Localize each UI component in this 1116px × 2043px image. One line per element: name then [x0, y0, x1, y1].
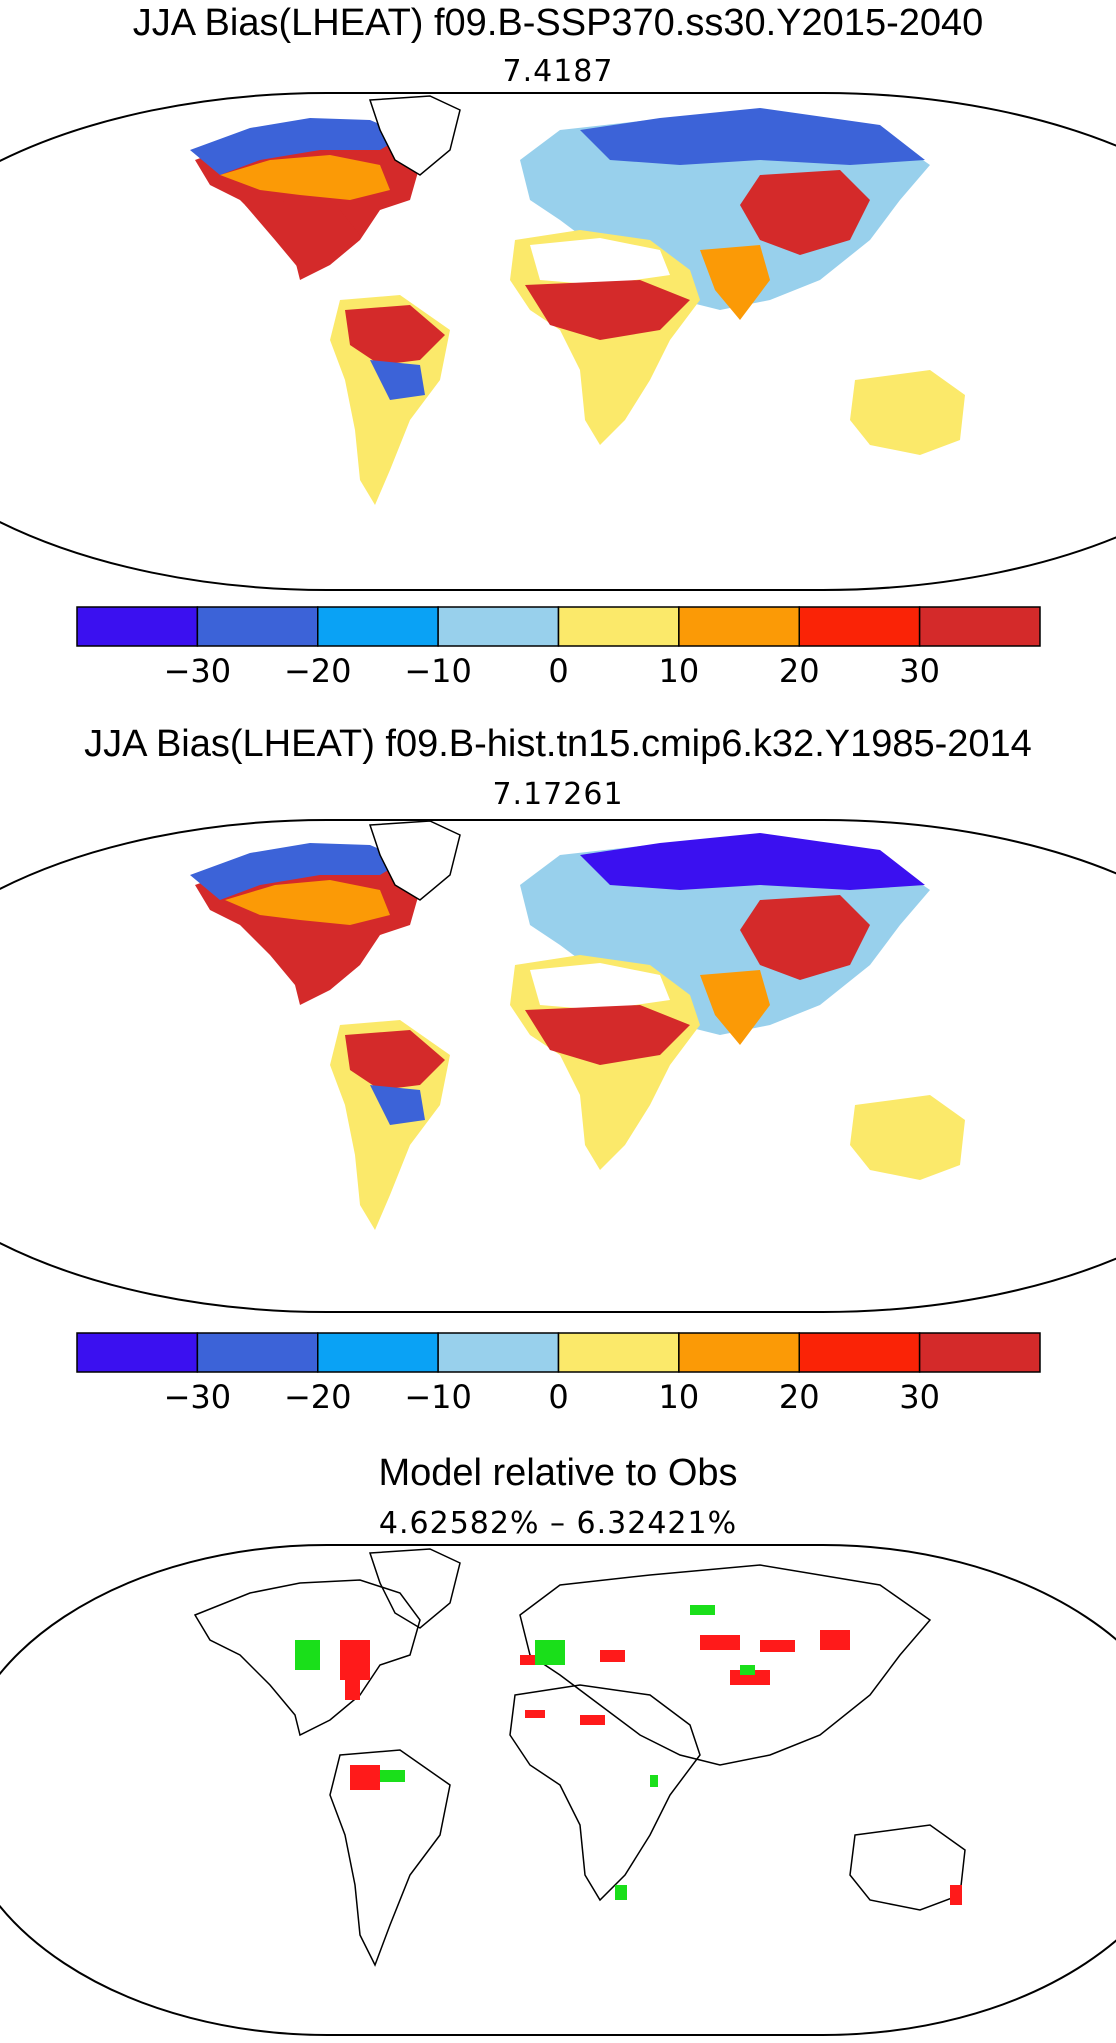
colorbar-2-tick-label-2: −10 — [404, 1378, 472, 1416]
colorbar-2-swatch-0 — [76, 1332, 199, 1373]
colorbar-2-swatch-4 — [557, 1332, 680, 1373]
map-1-india — [700, 245, 770, 320]
colorbar-2-tick-label-3: 0 — [548, 1378, 568, 1416]
colorbar-1-tick-label-5: 20 — [779, 652, 820, 690]
panel-3-title: Model relative to Obs — [378, 1452, 738, 1494]
map-2-central-asia — [740, 895, 870, 980]
colorbar-1-swatch-6 — [798, 606, 921, 647]
map-1-siberia — [580, 108, 925, 165]
map-2-svg: −30 −20 −10 0 10 20 30 — [0, 819, 1116, 1416]
panel-1-title: JJA Bias(LHEAT) f09.B-SSP370.ss30.Y2015-… — [132, 2, 984, 44]
map-3-australia-outline — [849, 1824, 966, 1911]
map-1-sa-amazon — [345, 305, 445, 365]
map-2-outline — [0, 819, 1116, 1313]
colorbar-1: −30 −20 −10 0 10 20 30 — [76, 606, 1041, 690]
colorbar-1-tick-label-3: 0 — [548, 652, 568, 690]
map-2-sahel — [525, 1005, 690, 1065]
map-1-greenland — [368, 95, 461, 176]
map-2-india — [700, 970, 770, 1045]
map-2-australia — [850, 1095, 965, 1180]
map-1-sahel — [525, 280, 690, 340]
colorbar-1-tick-label-6: 30 — [899, 652, 940, 690]
map-1-svg: −30 −20 −10 0 10 20 30 — [0, 92, 1116, 690]
map-2 — [0, 819, 1116, 1313]
map-1-sahara — [530, 238, 670, 285]
colorbar-2-swatch-5 — [678, 1332, 800, 1373]
panel-3-range: 4.62582% – 6.32421% — [378, 1506, 738, 1541]
map-3-positive-patches — [340, 1630, 962, 1905]
colorbar-2-swatch-7 — [918, 1332, 1041, 1373]
colorbar-2-tick-label-6: 30 — [899, 1378, 940, 1416]
colorbar-1-swatch-0 — [76, 606, 199, 647]
colorbar-1-swatch-4 — [557, 606, 680, 647]
colorbar-2-tick-label-4: 10 — [659, 1378, 700, 1416]
map-1 — [0, 92, 1116, 591]
map-3 — [0, 1544, 1116, 2036]
colorbar-2-swatch-6 — [798, 1332, 921, 1373]
panel-hist-bias: JJA Bias(LHEAT) f09.B-hist.tn15.cmip6.k3… — [0, 700, 1116, 1425]
map-2-sahara — [530, 963, 670, 1010]
colorbar-1-tick-label-2: −10 — [404, 652, 472, 690]
map-2-na-north — [190, 843, 405, 900]
colorbar-2-tick-label-1: −20 — [284, 1378, 352, 1416]
map-2-sa-blue — [370, 1085, 425, 1125]
map-2-greenland — [368, 820, 461, 901]
map-3-south-america-outline — [329, 1749, 451, 1967]
panel-1-global-mean: 7.4187 — [502, 54, 614, 89]
colorbar-2-swatch-1 — [196, 1332, 319, 1373]
colorbar-1-tick-label-1: −20 — [284, 652, 352, 690]
colorbar-1-swatch-7 — [918, 606, 1041, 647]
map-1-australia — [850, 370, 965, 455]
panel-ssp370-bias: JJA Bias(LHEAT) f09.B-SSP370.ss30.Y2015-… — [0, 0, 1116, 700]
colorbar-1-swatch-2 — [317, 606, 439, 647]
map-1-outline — [0, 92, 1116, 591]
colorbar-2-tick-label-5: 20 — [779, 1378, 820, 1416]
map-1-na-north — [190, 118, 405, 175]
colorbar-1-tick-label-0: −30 — [164, 652, 232, 690]
map-3-greenland-outline — [368, 1548, 461, 1629]
map-2-na-mid — [225, 880, 390, 925]
panel-significance: Model relative to Obs 4.62582% – 6.32421… — [0, 1425, 1116, 2043]
map-2-siberia — [580, 833, 925, 890]
map-3-svg — [0, 1544, 1116, 2036]
map-3-negative-patches — [295, 1605, 755, 1900]
colorbar-1-swatch-5 — [678, 606, 800, 647]
colorbar-2-swatch-3 — [437, 1332, 560, 1373]
map-1-na-mid — [220, 155, 390, 200]
colorbar-1-swatch-3 — [437, 606, 560, 647]
panel-2-global-mean: 7.17261 — [492, 777, 624, 812]
colorbar-2: −30 −20 −10 0 10 20 30 — [76, 1332, 1041, 1416]
map-1-central-asia — [740, 170, 870, 255]
colorbar-1-swatch-1 — [196, 606, 319, 647]
panel-2-title: JJA Bias(LHEAT) f09.B-hist.tn15.cmip6.k3… — [84, 723, 1032, 765]
colorbar-2-swatch-2 — [317, 1332, 439, 1373]
colorbar-1-tick-label-4: 10 — [659, 652, 700, 690]
map-3-outline — [0, 1544, 1116, 2036]
map-1-na-south — [245, 200, 360, 270]
map-1-sa-blue — [370, 360, 425, 400]
map-2-sa-amazon — [345, 1030, 445, 1090]
map-3-eurasia-outline — [519, 1564, 932, 1766]
colorbar-2-tick-label-0: −30 — [164, 1378, 232, 1416]
map-3-africa-outline — [509, 1684, 701, 1902]
